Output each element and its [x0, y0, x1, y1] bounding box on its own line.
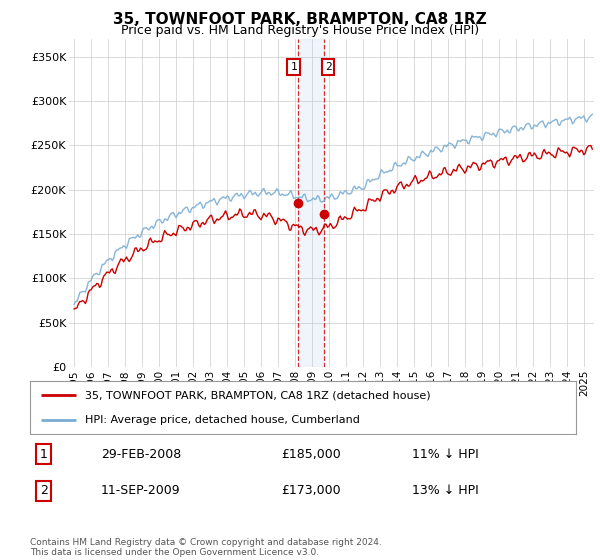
Text: 1: 1 — [290, 62, 297, 72]
Text: 11-SEP-2009: 11-SEP-2009 — [101, 484, 181, 497]
Text: 1: 1 — [40, 447, 47, 461]
Text: 35, TOWNFOOT PARK, BRAMPTON, CA8 1RZ: 35, TOWNFOOT PARK, BRAMPTON, CA8 1RZ — [113, 12, 487, 27]
Text: 2: 2 — [40, 484, 47, 497]
Text: 13% ↓ HPI: 13% ↓ HPI — [412, 484, 479, 497]
Text: £185,000: £185,000 — [281, 447, 341, 461]
Text: £173,000: £173,000 — [281, 484, 341, 497]
Text: HPI: Average price, detached house, Cumberland: HPI: Average price, detached house, Cumb… — [85, 414, 359, 424]
Text: 2: 2 — [325, 62, 331, 72]
Bar — [298, 39, 324, 367]
Text: Contains HM Land Registry data © Crown copyright and database right 2024.
This d: Contains HM Land Registry data © Crown c… — [30, 538, 382, 557]
Text: 29-FEB-2008: 29-FEB-2008 — [101, 447, 181, 461]
Text: Price paid vs. HM Land Registry's House Price Index (HPI): Price paid vs. HM Land Registry's House … — [121, 24, 479, 37]
Text: 35, TOWNFOOT PARK, BRAMPTON, CA8 1RZ (detached house): 35, TOWNFOOT PARK, BRAMPTON, CA8 1RZ (de… — [85, 390, 430, 400]
Text: 11% ↓ HPI: 11% ↓ HPI — [412, 447, 479, 461]
